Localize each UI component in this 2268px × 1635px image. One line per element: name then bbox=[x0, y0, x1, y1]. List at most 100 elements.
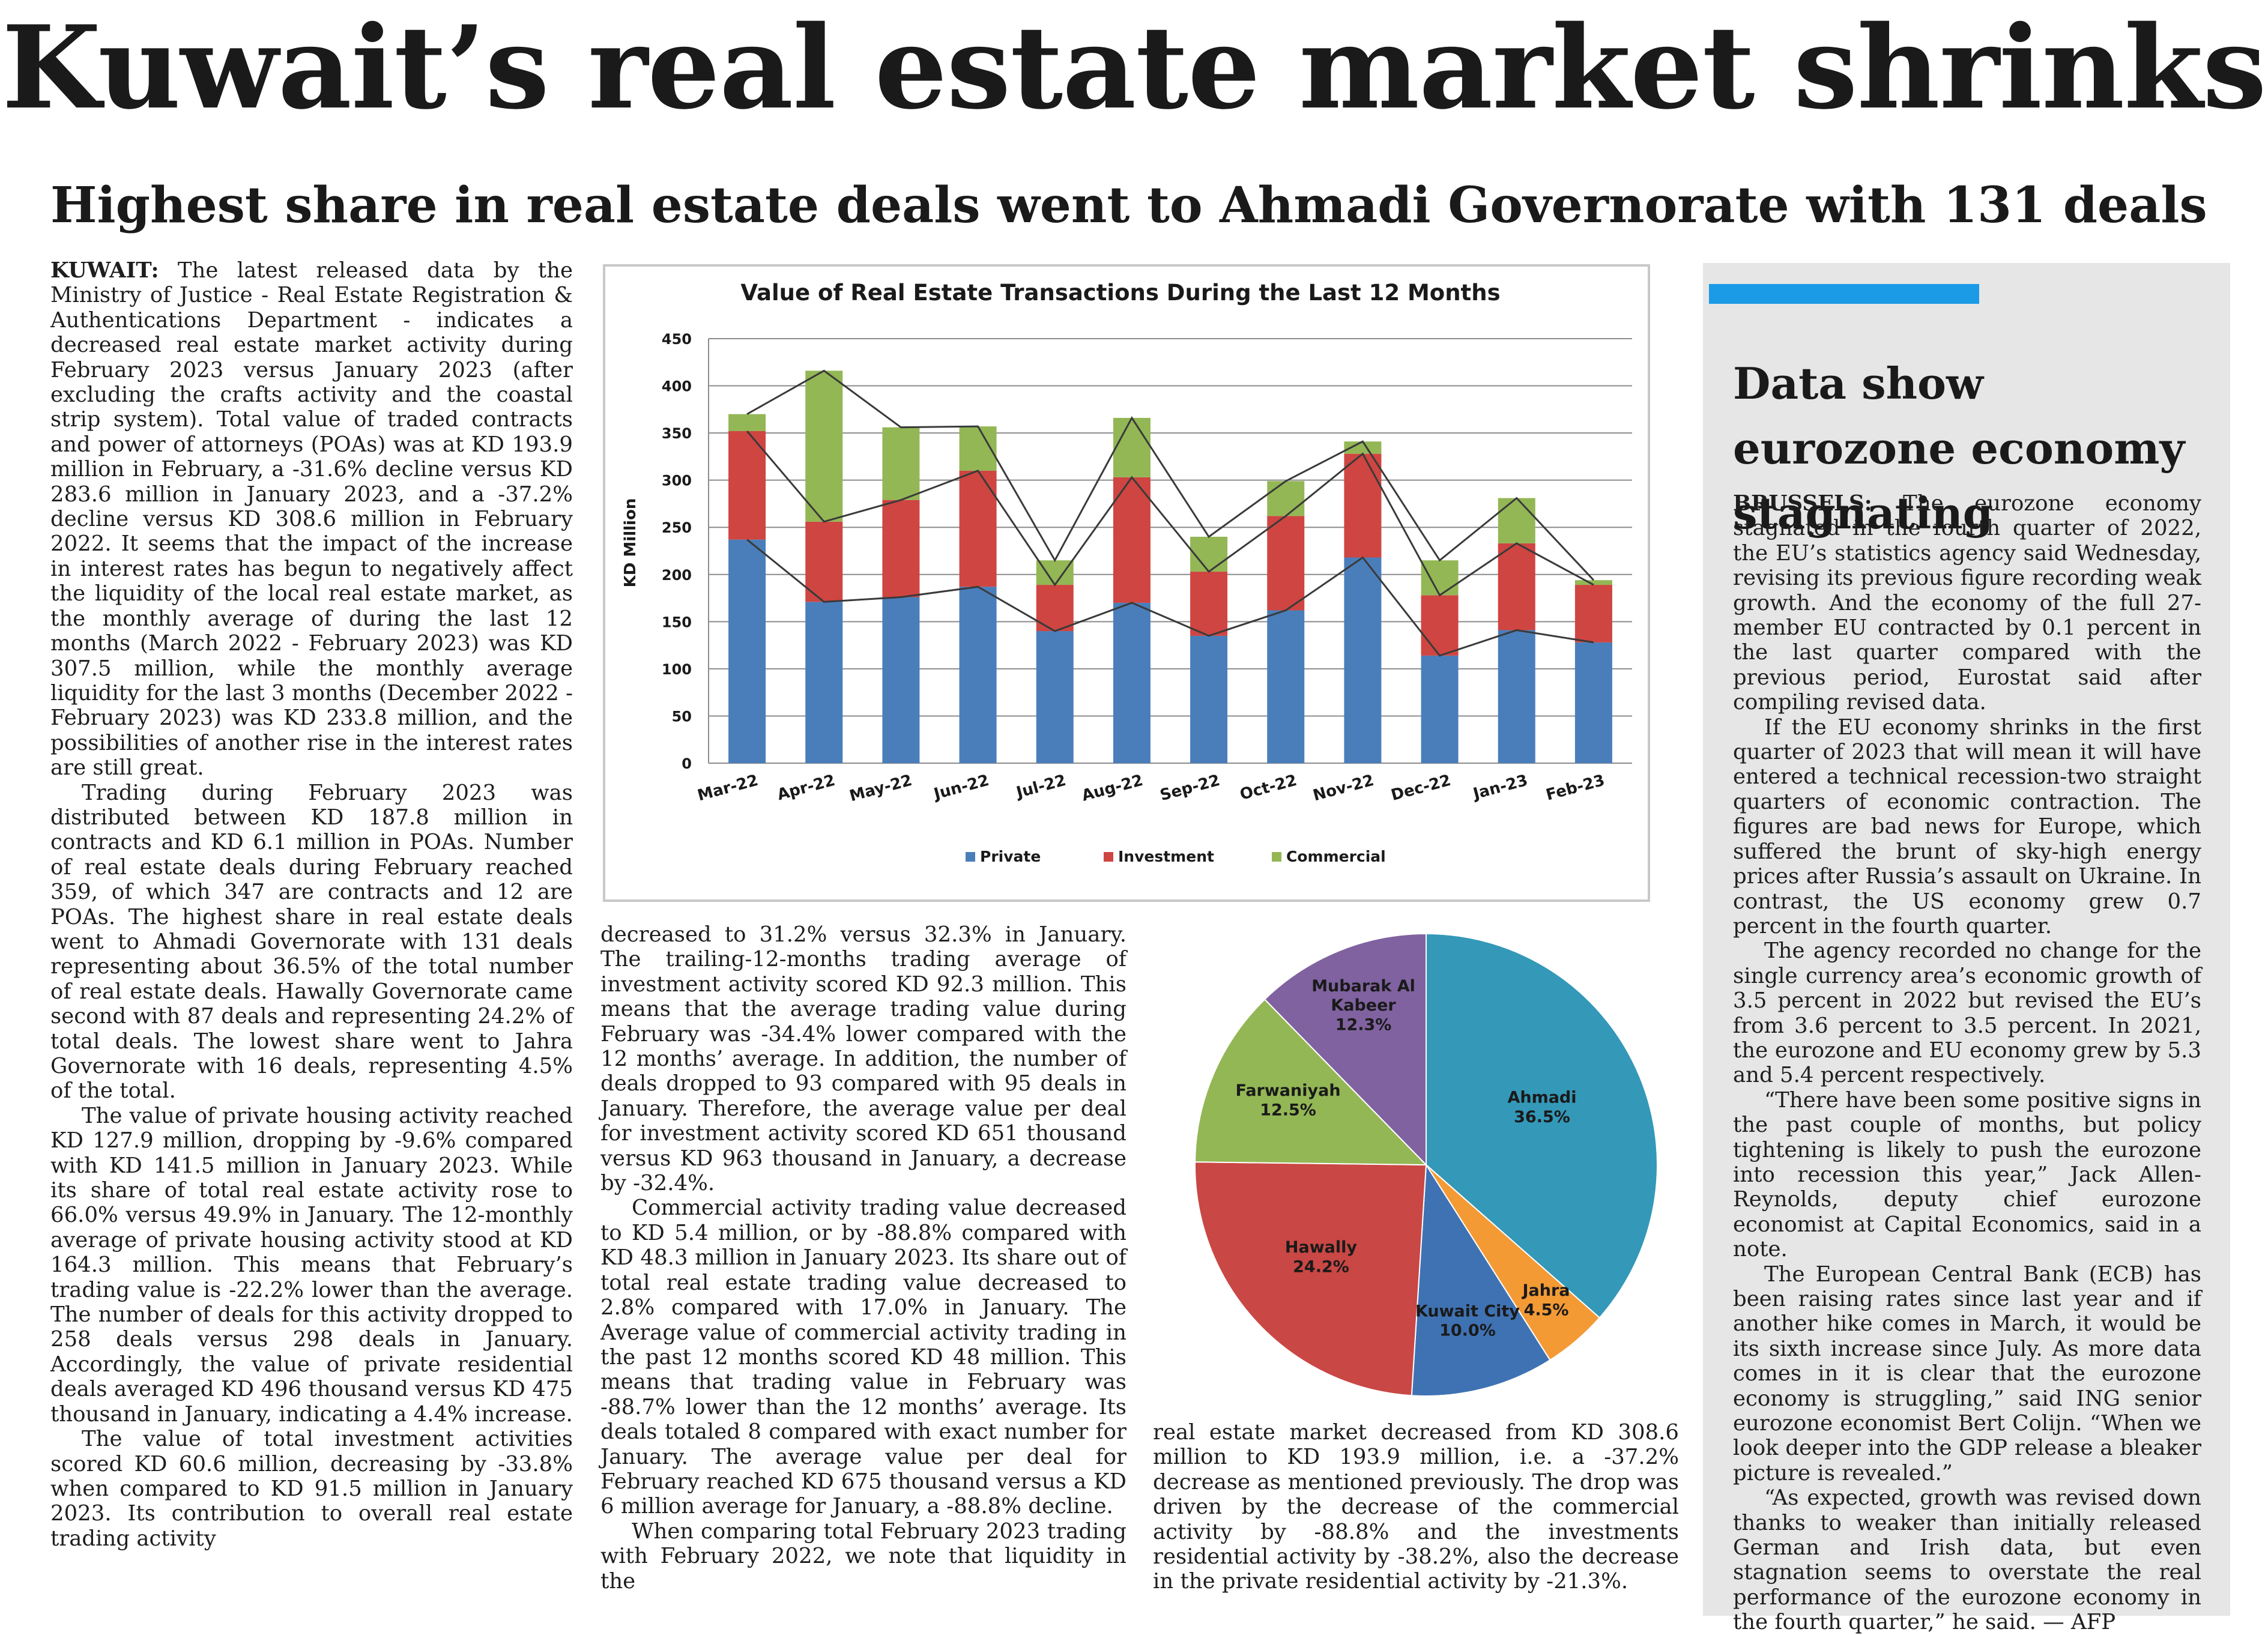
sidebar-paragraph: The European Central Bank (ECB) has been… bbox=[1733, 1262, 2201, 1485]
legend-label: Commercial bbox=[1286, 848, 1386, 865]
headline: Kuwait’s real estate market shrinks bbox=[2, 1, 2267, 134]
bar-segment-commercial bbox=[1344, 441, 1382, 454]
y-tick-label: 300 bbox=[662, 473, 692, 489]
sidebar-paragraph: The agency recorded no change for the si… bbox=[1733, 938, 2201, 1088]
bar-segment-commercial bbox=[1267, 481, 1305, 516]
pie-category-label: Ahmadi bbox=[1507, 1089, 1576, 1107]
article-paragraph: When comparing total February 2023 tradi… bbox=[600, 1519, 1126, 1594]
bar-segment-investment bbox=[1190, 572, 1228, 636]
bar-segment-commercial bbox=[1421, 560, 1459, 596]
bar-segment-investment bbox=[805, 521, 843, 602]
y-tick-label: 150 bbox=[662, 614, 692, 630]
bar-segment-private bbox=[1498, 630, 1535, 763]
x-tick-label: Feb-23 bbox=[1544, 772, 1606, 805]
bar-segment-private bbox=[1190, 635, 1228, 763]
bar-segment-private bbox=[728, 539, 766, 763]
bar-segment-commercial bbox=[1574, 580, 1612, 585]
bar-segment-investment bbox=[1498, 543, 1535, 630]
article-column-2: decreased to 31.2% versus 32.3% in Janua… bbox=[600, 922, 1126, 1594]
bar-segment-investment bbox=[882, 500, 920, 597]
pie-chart: Ahmadi 36.5% Jahra 4.5% Kuwait City 10.0% Hawa… bbox=[1171, 925, 1681, 1405]
bar-segment-commercial bbox=[805, 370, 843, 522]
bar-segment-commercial bbox=[1036, 560, 1074, 585]
pie-data-label: 12.5% bbox=[1260, 1101, 1316, 1120]
bar-segment-investment bbox=[959, 470, 997, 587]
sidebar-dateline: BRUSSELS: bbox=[1733, 491, 1872, 516]
paragraph-text: The eurozone economy stagnated in the fo… bbox=[1733, 491, 2201, 715]
bar-segment-investment bbox=[1267, 516, 1305, 611]
y-tick-label: 450 bbox=[662, 331, 692, 348]
sidebar-column: BRUSSELS: The eurozone economy stagnated… bbox=[1733, 491, 2201, 1635]
pie-slice-ahmadi bbox=[1426, 932, 1658, 1319]
legend-label: Investment bbox=[1118, 848, 1214, 865]
series-trend-line bbox=[746, 430, 1594, 597]
paragraph-text: The latest released data by the Ministry… bbox=[50, 258, 573, 781]
bar-segment-investment bbox=[1344, 453, 1382, 558]
pie-data-label: 12.3% bbox=[1335, 1016, 1392, 1035]
sidebar-paragraph: “There have been some positive signs in … bbox=[1733, 1087, 2201, 1262]
x-tick-label: May-22 bbox=[848, 772, 915, 806]
chart-title: Value of Real Estate Transactions During… bbox=[740, 280, 1500, 306]
y-tick-label: 250 bbox=[662, 519, 692, 536]
stacked-bar-chart: Value of Real Estate Transactions During… bbox=[603, 264, 1650, 902]
pie-category-label: Kuwait City bbox=[1415, 1302, 1520, 1320]
pie-slice-hawally bbox=[1194, 1161, 1427, 1397]
pie-category-label: Hawally bbox=[1285, 1238, 1357, 1257]
subheadline: Highest share in real estate deals went … bbox=[50, 177, 2207, 234]
bar-segment-investment bbox=[1113, 477, 1151, 603]
legend-label: Private bbox=[980, 848, 1041, 865]
x-tick-label: Jan-23 bbox=[1470, 772, 1529, 803]
pie-slice-mubarak-al-kabeer bbox=[1263, 932, 1427, 1167]
sidebar-accent-bar bbox=[1709, 284, 1979, 304]
legend-swatch bbox=[1272, 852, 1281, 862]
bar-segment-private bbox=[1344, 557, 1382, 763]
y-tick-label: 350 bbox=[662, 425, 692, 442]
pie-data-label: 4.5% bbox=[1524, 1301, 1569, 1319]
series-trend-line bbox=[746, 369, 1595, 581]
pie-data-label: 36.5% bbox=[1514, 1108, 1570, 1126]
pie-category-label: Farwaniyah bbox=[1235, 1081, 1340, 1100]
bar-segment-commercial bbox=[728, 414, 766, 431]
bar-segment-private bbox=[1036, 631, 1074, 763]
series-trend-line bbox=[746, 539, 1594, 657]
sidebar-panel bbox=[1703, 263, 2230, 1616]
bar-segment-commercial bbox=[1190, 536, 1228, 572]
bar-segment-commercial bbox=[1498, 498, 1535, 543]
pie-category-label: Kabeer bbox=[1331, 996, 1396, 1015]
pie-data-label: 24.2% bbox=[1293, 1258, 1349, 1277]
bar-segment-private bbox=[882, 597, 920, 763]
pie-category-label: Mubarak Al bbox=[1311, 977, 1415, 996]
pie-data-label: 10.0% bbox=[1439, 1322, 1496, 1340]
bar-segment-investment bbox=[1421, 595, 1459, 656]
article-paragraph: The value of total investment activities… bbox=[50, 1427, 573, 1551]
article-paragraph: decreased to 31.2% versus 32.3% in Janua… bbox=[600, 922, 1126, 1196]
pie-slice-farwaniyah bbox=[1194, 998, 1428, 1166]
y-tick-label: 200 bbox=[662, 567, 692, 584]
y-tick-label: 400 bbox=[662, 378, 692, 395]
pie-category-label: Jahra bbox=[1522, 1281, 1570, 1300]
x-tick-label: Oct-22 bbox=[1238, 772, 1299, 804]
sidebar-title: Data show eurozone economy stagnating bbox=[1733, 358, 2185, 539]
bar-segment-investment bbox=[1574, 585, 1612, 642]
bar-segment-private bbox=[1113, 602, 1151, 763]
dateline: KUWAIT: bbox=[50, 258, 159, 283]
pie-slice-kuwait-city bbox=[1411, 1162, 1551, 1397]
x-tick-label: Jul-22 bbox=[1014, 772, 1068, 802]
y-axis-label: KD Million bbox=[621, 498, 640, 588]
article-paragraph: Trading during February 2023 was distrib… bbox=[50, 780, 573, 1104]
article-paragraph: Commercial activity trading value decrea… bbox=[600, 1195, 1126, 1519]
y-tick-label: 0 bbox=[682, 755, 692, 772]
x-tick-label: Apr-22 bbox=[775, 772, 837, 804]
bar-segment-commercial bbox=[882, 427, 920, 500]
x-tick-label: Nov-22 bbox=[1311, 772, 1376, 805]
x-tick-label: Aug-22 bbox=[1080, 772, 1145, 805]
sidebar-paragraph: If the EU economy shrinks in the first q… bbox=[1733, 715, 2201, 938]
article-column-1: KUWAIT: The latest released data by the … bbox=[50, 258, 573, 1551]
y-tick-label: 100 bbox=[662, 661, 692, 678]
sidebar-paragraph: “As expected, growth was revised down th… bbox=[1733, 1485, 2201, 1635]
bar-segment-commercial bbox=[1113, 417, 1151, 477]
article-paragraph: The value of private housing activity re… bbox=[50, 1103, 573, 1427]
bar-segment-private bbox=[1421, 655, 1459, 763]
article-paragraph: real estate market decreased from KD 308… bbox=[1153, 1420, 1679, 1594]
